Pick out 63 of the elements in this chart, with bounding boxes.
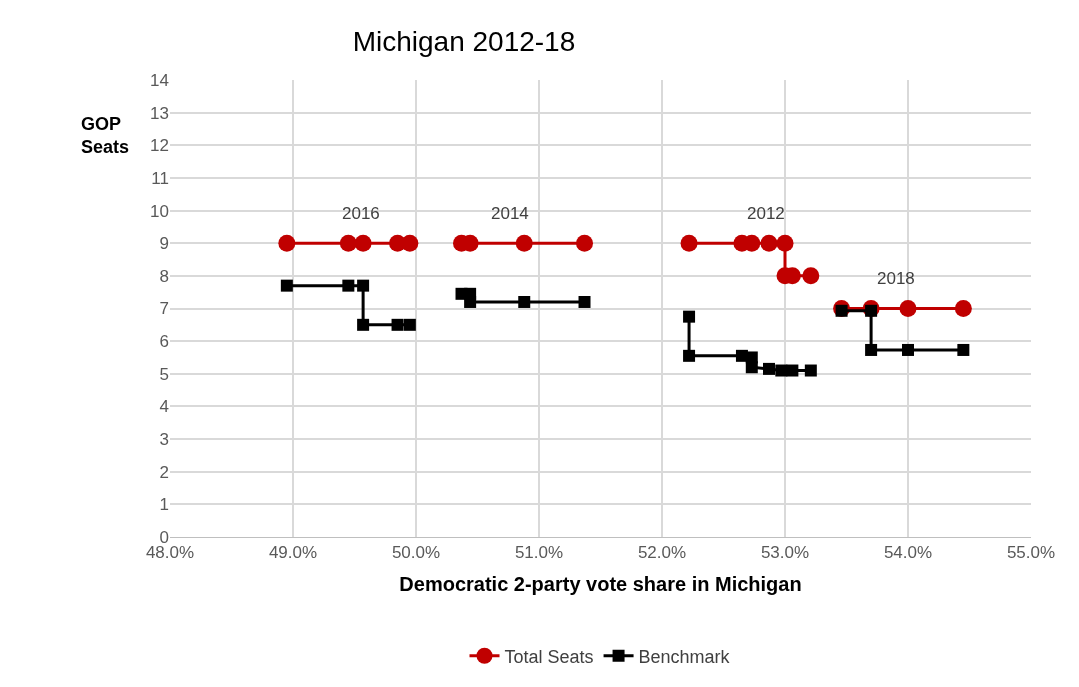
y-tick-label: 10 <box>150 201 169 221</box>
chart-title: Michigan 2012-18 <box>352 25 576 57</box>
annotation: 2012 <box>747 204 785 223</box>
point <box>865 343 878 356</box>
point <box>357 279 370 292</box>
point <box>515 234 533 252</box>
point <box>401 234 419 252</box>
y-tick-label: 7 <box>159 299 169 319</box>
point <box>954 300 972 317</box>
point <box>683 349 696 362</box>
y-tick-label: 6 <box>159 332 169 352</box>
point <box>683 310 696 323</box>
y-tick-label: 14 <box>150 70 169 90</box>
point <box>357 318 370 331</box>
annotation: 2014 <box>491 204 529 223</box>
point <box>680 234 698 252</box>
point <box>339 234 357 252</box>
point <box>802 267 820 285</box>
y-tick-label: 12 <box>150 136 169 156</box>
point <box>763 362 776 375</box>
x-tick-label: 54.0% <box>883 543 933 563</box>
x-tick-label: 55.0% <box>1006 543 1056 563</box>
x-axis-title: Democratic 2-party vote share in Michigan <box>399 572 802 595</box>
annotation: 2018 <box>877 269 915 288</box>
point <box>745 361 758 374</box>
x-tick-label: 50.0% <box>391 543 441 563</box>
legend-label: Total Seats <box>504 646 594 667</box>
point <box>280 279 293 292</box>
point <box>342 279 355 292</box>
legend-label: Benchmark <box>638 646 731 667</box>
point <box>865 304 878 317</box>
point <box>578 295 591 308</box>
point <box>278 234 296 252</box>
y-tick-label: 9 <box>159 234 169 254</box>
point <box>835 304 848 317</box>
point <box>518 295 531 308</box>
x-tick-label: 51.0% <box>514 543 564 563</box>
annotation: 2016 <box>342 204 380 223</box>
y-tick-label: 8 <box>159 266 169 286</box>
point <box>464 295 477 308</box>
point <box>576 234 594 252</box>
point <box>775 364 788 377</box>
point <box>902 343 914 356</box>
point <box>354 234 372 252</box>
point <box>403 318 416 331</box>
y-tick-label: 3 <box>159 430 169 450</box>
point <box>391 318 404 331</box>
point <box>804 364 817 377</box>
point <box>776 234 794 252</box>
y-tick-label: 2 <box>159 462 169 482</box>
y-tick-label: 13 <box>150 103 169 123</box>
point <box>786 364 799 377</box>
y-tick-label: 5 <box>159 364 169 384</box>
x-tick-label: 49.0% <box>268 543 318 563</box>
point <box>957 343 970 356</box>
y-tick-label: 4 <box>159 397 169 417</box>
y-tick-label: 1 <box>159 495 169 515</box>
y-axis-title: GOP Seats <box>81 114 130 158</box>
y-tick-label: 11 <box>151 168 169 188</box>
point <box>760 234 778 252</box>
point <box>899 300 917 317</box>
x-tick-label: 52.0% <box>637 543 687 563</box>
x-tick-label: 53.0% <box>760 543 810 563</box>
